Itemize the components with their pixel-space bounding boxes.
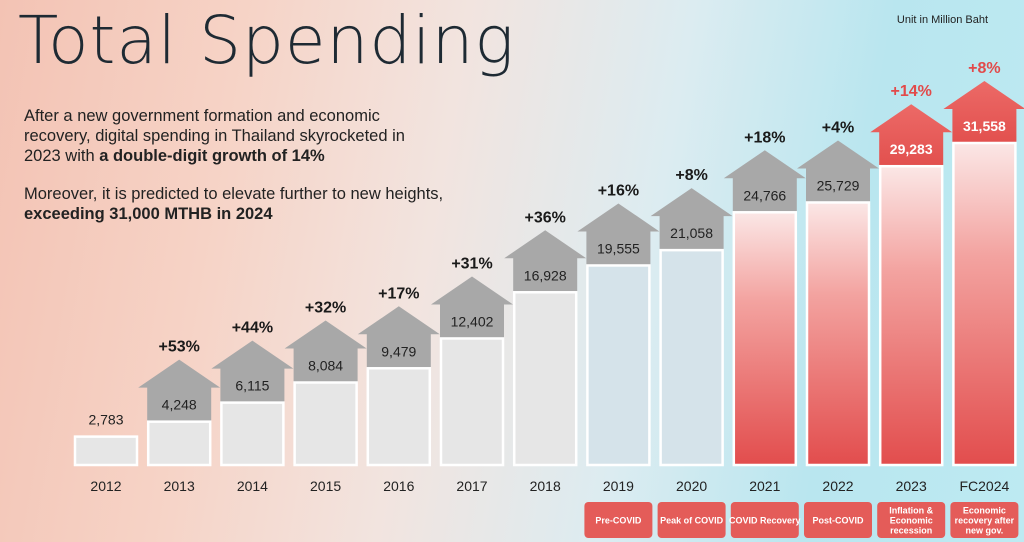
growth-arrow [284, 320, 367, 383]
value-label: 16,928 [524, 267, 567, 283]
bar-2021 [732, 211, 798, 467]
annotation-tag [877, 502, 946, 538]
bar-2023 [878, 164, 944, 467]
value-label: 25,729 [817, 177, 860, 193]
growth-arrow [431, 276, 513, 339]
annotation-label: Pre-COVID [595, 516, 642, 526]
growth-label: +8% [968, 60, 1000, 77]
value-label: 2,783 [88, 412, 123, 428]
category-label: 2014 [237, 478, 268, 494]
growth-arrow [870, 104, 953, 167]
category-label: 2022 [822, 478, 853, 494]
growth-label: +36% [525, 209, 566, 226]
growth-label: +8% [675, 167, 707, 184]
growth-arrow [723, 150, 806, 213]
growth-label: +14% [891, 83, 932, 100]
annotation-tag [950, 502, 1019, 538]
annotation-label: Post-COVID [812, 516, 864, 526]
paragraph-2-highlight: exceeding 31,000 MTHB in 2024 [24, 205, 273, 223]
growth-label: +31% [451, 255, 492, 272]
bar-2018 [512, 291, 578, 467]
growth-label: +18% [744, 129, 785, 146]
bar-2013 [146, 420, 212, 467]
category-label: 2021 [749, 478, 780, 494]
bar-FC2024 [952, 141, 1017, 467]
growth-arrow [650, 188, 733, 251]
category-label: 2018 [530, 478, 561, 494]
annotation-label: COVID Recovery [729, 516, 801, 526]
growth-label: +4% [822, 119, 854, 136]
bar-2017 [439, 337, 505, 467]
bar-2014 [220, 401, 285, 467]
growth-arrow [211, 340, 294, 403]
category-label: 2019 [603, 478, 634, 494]
value-label: 24,766 [743, 187, 786, 203]
bar-2020 [659, 248, 724, 467]
growth-label: +17% [378, 285, 419, 302]
page-title: Total Spending [18, 2, 516, 79]
category-label: 2013 [164, 478, 195, 494]
bar-2012 [73, 435, 139, 467]
value-label: 6,115 [235, 378, 269, 394]
bar-2015 [293, 381, 358, 467]
category-label: 2015 [310, 478, 341, 494]
growth-arrow [943, 81, 1024, 143]
bar-2016 [366, 367, 432, 467]
growth-arrow [797, 140, 879, 203]
annotation-tag [584, 502, 653, 538]
growth-label: +16% [598, 182, 639, 199]
value-label: 12,402 [451, 313, 494, 329]
value-label: 8,084 [308, 358, 343, 374]
summary-paragraph-2: Moreover, it is predicted to elevate fur… [24, 184, 444, 224]
category-label: 2020 [676, 478, 707, 494]
summary-paragraph-1: After a new government formation and eco… [24, 106, 444, 166]
annotation-tag [804, 502, 872, 538]
paragraph-1-text: After a new government formation and eco… [24, 107, 405, 165]
category-label: FC2024 [959, 478, 1009, 494]
value-label: 19,555 [597, 240, 640, 256]
category-label: 2012 [90, 478, 121, 494]
growth-label: +53% [159, 339, 200, 356]
growth-arrow [504, 230, 587, 293]
annotation-label: Peak of COVID [660, 516, 724, 526]
bar-2022 [805, 201, 871, 467]
category-label: 2016 [383, 478, 414, 494]
paragraph-1-highlight: a double-digit growth of 14% [99, 147, 325, 165]
annotation-label: Economic recovery after new gov. [955, 506, 1015, 536]
growth-arrow [357, 306, 440, 369]
value-label: 31,558 [963, 118, 1006, 134]
annotation-label: Inflation & Economic recession [889, 506, 933, 536]
value-label: 9,479 [381, 343, 416, 359]
growth-label: +44% [232, 320, 273, 337]
value-label: 21,058 [670, 225, 713, 241]
annotation-tag [657, 502, 726, 538]
growth-arrow [577, 203, 660, 266]
growth-label: +32% [305, 300, 346, 317]
value-label: 29,283 [890, 141, 933, 157]
growth-arrow [138, 359, 221, 422]
category-label: 2023 [896, 478, 927, 494]
annotation-tag [730, 502, 799, 538]
paragraph-2-text: Moreover, it is predicted to elevate fur… [24, 185, 444, 203]
value-label: 4,248 [162, 397, 197, 413]
unit-note: Unit in Million Baht [896, 14, 988, 26]
bar-2019 [586, 264, 651, 467]
category-label: 2017 [456, 478, 487, 494]
